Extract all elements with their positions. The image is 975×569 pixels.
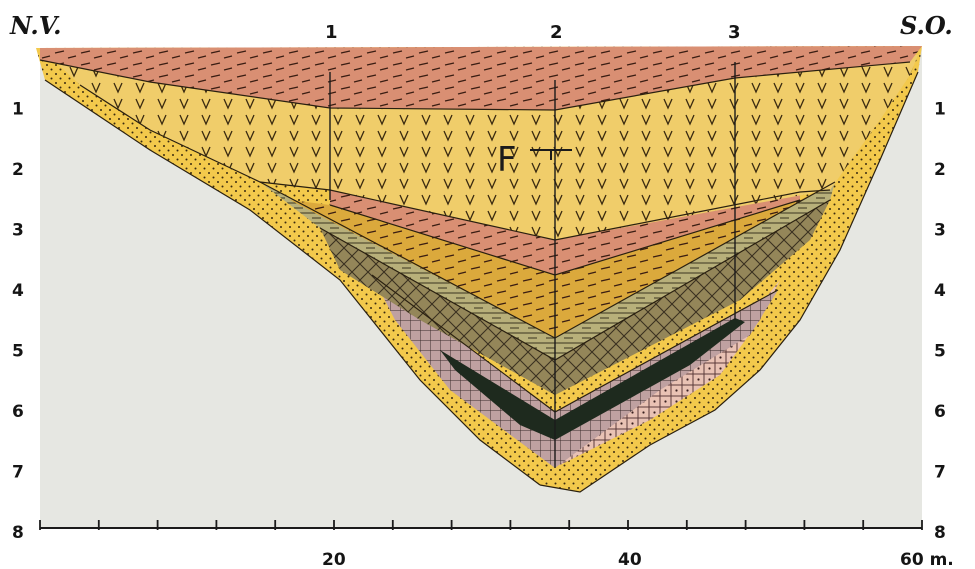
crosshatch-pattern: [320, 200, 830, 395]
left-depth-label: 1: [12, 100, 24, 120]
borehole-label-1: 1: [325, 22, 338, 43]
borehole-label-3: 3: [728, 22, 741, 43]
right-depth-label: 1: [934, 100, 946, 120]
left-depth-label: 8: [12, 523, 24, 543]
left-depth-label: 6: [12, 402, 24, 422]
right-depth-label: 7: [934, 463, 946, 483]
fault-label: F: [497, 140, 517, 180]
distance-label-20: 20: [322, 550, 346, 569]
borehole-label-2: 2: [550, 22, 563, 43]
left-depth-label: 3: [12, 221, 24, 241]
right-depth-label: 8: [934, 523, 946, 543]
surface-dash-pattern: [40, 46, 922, 110]
right-depth-label: 5: [934, 342, 946, 362]
left-depth-label: 5: [12, 342, 24, 362]
distance-label-40: 40: [618, 550, 642, 569]
bottom-axis-ticks: [39, 520, 923, 530]
right-depth-label: 2: [934, 160, 946, 180]
mauve-grid-pattern: [372, 275, 778, 468]
distance-label-60: 60 m.: [900, 550, 954, 569]
right-depth-label: 6: [934, 402, 946, 422]
gold-dash-pattern: [290, 182, 835, 338]
right-corner-label: S.O.: [900, 11, 953, 40]
left-depth-label: 7: [12, 463, 24, 483]
right-depth-label: 3: [934, 221, 946, 241]
right-depth-labels: 1 2 3 4 5 6 7 8: [934, 100, 946, 544]
right-depth-label: 4: [934, 281, 946, 301]
red-mid-pattern: [330, 190, 800, 275]
left-depth-label: 4: [12, 281, 24, 301]
yellow-v-pattern: [45, 52, 918, 240]
dark-band: [440, 318, 745, 440]
left-depth-label: 2: [12, 160, 24, 180]
left-corner-label: N.V.: [9, 11, 62, 40]
fault-symbol: [530, 149, 572, 160]
left-depth-labels: 1 2 3 4 5 6 7 8: [12, 100, 24, 544]
